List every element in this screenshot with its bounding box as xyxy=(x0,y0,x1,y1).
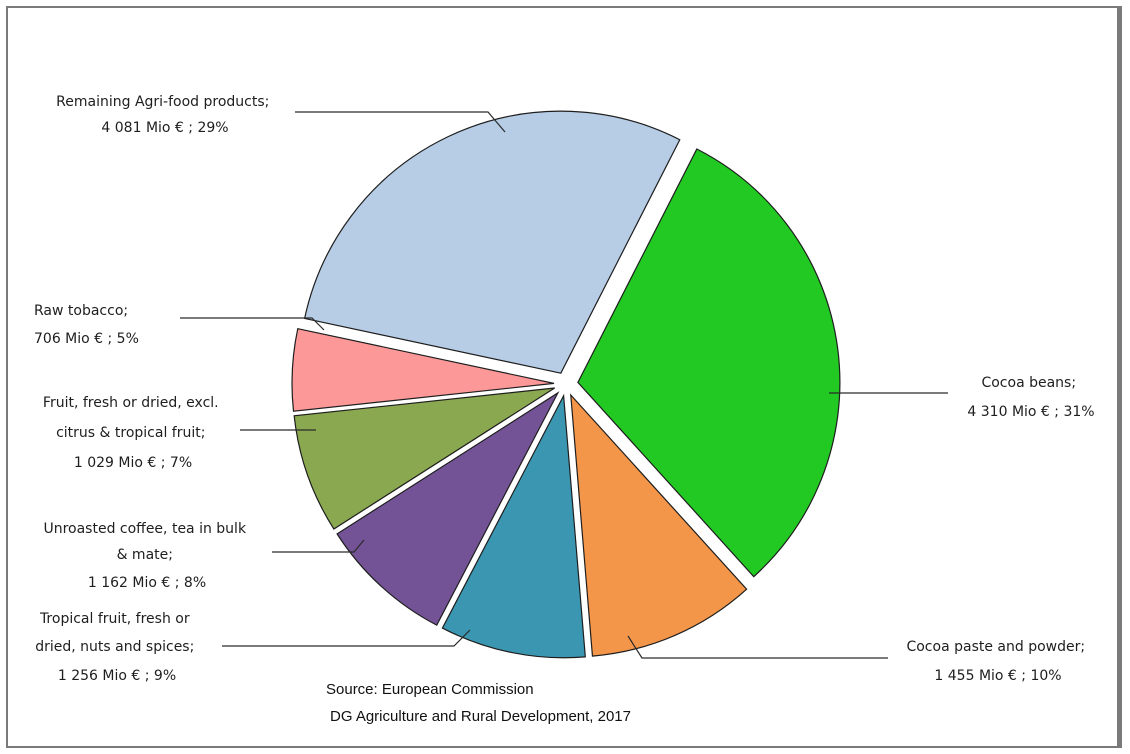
label-fruit: Fruit, fresh or dried, excl. citrus & tr… xyxy=(43,395,223,471)
pie-slice-cocoa-beans xyxy=(577,148,841,578)
source-note: Source: European Commission DG Agricultu… xyxy=(326,681,631,725)
source-line-2: DG Agriculture and Rural Development, 20… xyxy=(330,708,631,725)
pie-slice-tropical xyxy=(441,393,586,659)
leader-line-remaining xyxy=(295,111,506,133)
pie-slices xyxy=(291,110,841,659)
pie-slice-remaining xyxy=(303,110,681,374)
label-cocoa-beans: Cocoa beans; 4 310 Mio € ; 31% xyxy=(967,375,1094,420)
pie-slice-tobacco xyxy=(291,327,555,412)
leader-line-cocoa-paste xyxy=(627,635,888,659)
leader-lines xyxy=(180,111,948,659)
pie-slice-fruit xyxy=(293,387,555,530)
label-cocoa-paste: Cocoa paste and powder; 1 455 Mio € ; 10… xyxy=(906,639,1089,684)
leader-line-tobacco xyxy=(180,317,325,331)
leader-line-tropical xyxy=(222,629,471,647)
label-coffee: Unroasted coffee, tea in bulk & mate; 1 … xyxy=(43,521,250,591)
source-line-1: Source: European Commission xyxy=(326,681,534,698)
slice-labels: Remaining Agri-food products; 4 081 Mio … xyxy=(34,94,1095,684)
leader-line-coffee xyxy=(272,539,365,553)
label-tropical: Tropical fruit, fresh or dried, nuts and… xyxy=(35,611,199,684)
pie-slice-cocoa-paste xyxy=(570,393,748,657)
label-tobacco: Raw tobacco; 706 Mio € ; 5% xyxy=(34,303,139,347)
label-remaining: Remaining Agri-food products; 4 081 Mio … xyxy=(56,94,274,136)
pie-slice-coffee xyxy=(336,391,560,626)
